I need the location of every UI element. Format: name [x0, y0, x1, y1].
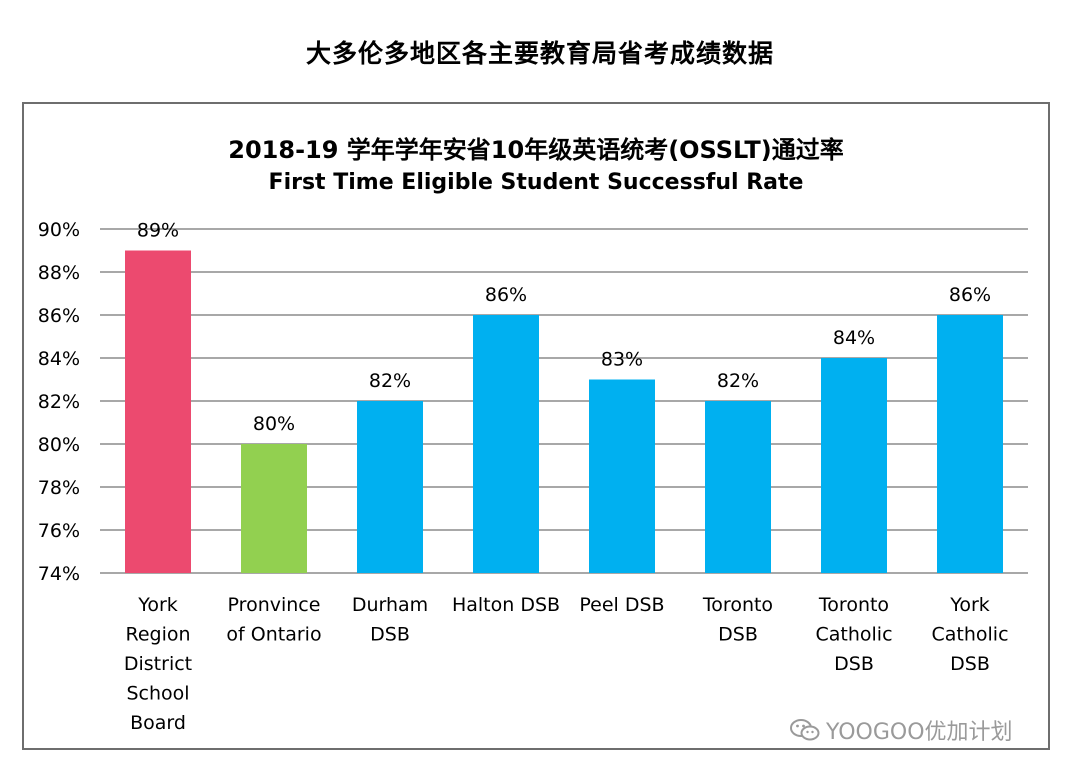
- x-category-label: Toronto DSB: [702, 594, 773, 646]
- x-category-label-line: Catholic: [815, 624, 892, 646]
- data-label: 82%: [717, 370, 759, 392]
- watermark-text: YOOGOO优加计划: [826, 720, 1013, 745]
- data-label: 89%: [137, 220, 179, 242]
- x-category-label: Halton DSB: [452, 594, 560, 616]
- bar: [821, 358, 887, 573]
- data-label: 86%: [485, 284, 527, 306]
- x-category-label-line: DSB: [718, 624, 758, 646]
- bar: [241, 444, 307, 573]
- y-tick-label: 90%: [38, 219, 80, 241]
- x-category-label-line: Region: [125, 624, 190, 646]
- data-label: 80%: [253, 413, 295, 435]
- chart-subtitle: First Time Eligible Student Successful R…: [268, 170, 804, 195]
- y-tick-label: 76%: [38, 520, 80, 542]
- data-label: 86%: [949, 284, 991, 306]
- x-category-label: Pronvince of Ontario: [226, 594, 321, 646]
- x-category-label-line: Board: [130, 712, 186, 734]
- x-category-label: Toronto Catholic DSB: [815, 594, 892, 675]
- y-tick-label: 74%: [38, 563, 80, 585]
- chart-title: 2018-19 学年学年安省10年级英语统考(OSSLT)通过率: [228, 136, 844, 164]
- bar: [357, 401, 423, 573]
- x-category-label: York Catholic DSB: [931, 594, 1008, 675]
- x-category-label-line: District: [124, 653, 192, 675]
- bar: [589, 379, 655, 573]
- x-category-label: York Region District School Board: [124, 594, 192, 734]
- bar: [125, 250, 191, 573]
- data-label: 84%: [833, 327, 875, 349]
- y-tick-label: 78%: [38, 477, 80, 499]
- x-category-label-line: DSB: [834, 653, 874, 675]
- y-tick-label: 80%: [38, 434, 80, 456]
- y-tick-label: 82%: [38, 391, 80, 413]
- x-category-label-line: Halton DSB: [452, 594, 560, 616]
- x-category-label-line: of Ontario: [226, 624, 321, 646]
- page-title: 大多伦多地区各主要教育局省考成绩数据: [305, 39, 774, 68]
- bar: [937, 315, 1003, 573]
- watermark: YOOGOO优加计划: [790, 714, 1013, 746]
- y-tick-label: 84%: [38, 348, 80, 370]
- bar: [705, 401, 771, 573]
- x-category-label-line: York: [137, 594, 178, 616]
- x-category-label-line: Toronto: [818, 594, 889, 616]
- data-label: 82%: [369, 370, 411, 392]
- bar: [473, 315, 539, 573]
- x-category-label-line: Peel DSB: [579, 594, 664, 616]
- chart-frame: [22, 102, 1050, 750]
- x-category-label-line: Catholic: [931, 624, 1008, 646]
- x-category-label-line: Toronto: [702, 594, 773, 616]
- x-category-label: Durham DSB: [352, 594, 428, 646]
- y-tick-label: 86%: [38, 305, 80, 327]
- x-category-label-line: Durham: [352, 594, 428, 616]
- y-tick-label: 88%: [38, 262, 80, 284]
- x-category-label-line: School: [126, 683, 189, 705]
- x-category-label-line: Pronvince: [228, 594, 321, 616]
- x-category-label-line: York: [949, 594, 990, 616]
- x-category-label-line: DSB: [370, 624, 410, 646]
- x-category-label-line: DSB: [950, 653, 990, 675]
- x-category-label: Peel DSB: [579, 594, 664, 616]
- wechat-icon: [790, 718, 820, 742]
- data-label: 83%: [601, 349, 643, 371]
